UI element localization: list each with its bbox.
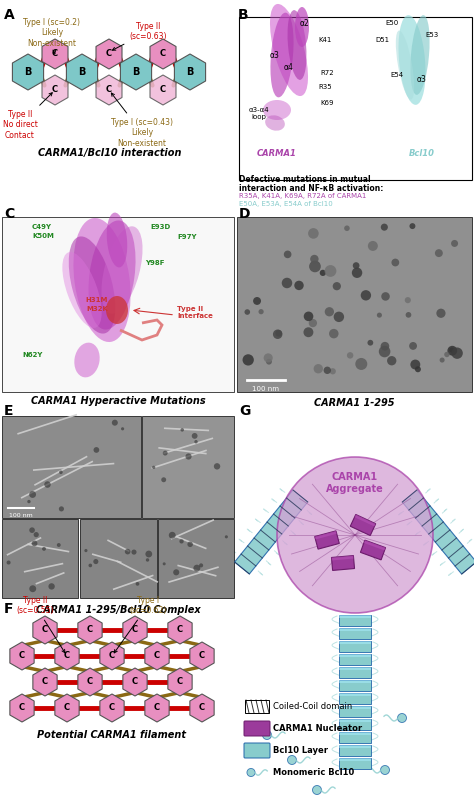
Circle shape — [356, 358, 367, 370]
Text: C: C — [19, 704, 25, 713]
Polygon shape — [364, 540, 385, 550]
Ellipse shape — [89, 221, 136, 330]
Polygon shape — [360, 540, 385, 560]
Circle shape — [387, 356, 396, 365]
Circle shape — [410, 359, 420, 369]
Circle shape — [294, 280, 304, 290]
Text: Bcl10: Bcl10 — [409, 148, 435, 157]
FancyBboxPatch shape — [158, 519, 234, 598]
Text: C: C — [42, 678, 48, 687]
Text: C: C — [4, 207, 14, 221]
Circle shape — [310, 255, 319, 264]
Circle shape — [245, 310, 250, 315]
FancyBboxPatch shape — [339, 654, 371, 657]
FancyBboxPatch shape — [339, 680, 371, 691]
Ellipse shape — [74, 343, 100, 377]
Circle shape — [409, 342, 417, 350]
Circle shape — [59, 506, 64, 512]
Text: C: C — [64, 704, 70, 713]
Polygon shape — [96, 39, 122, 69]
FancyBboxPatch shape — [339, 706, 371, 717]
Text: B: B — [186, 67, 194, 77]
Text: CARMA1 Hyperactive Mutations: CARMA1 Hyperactive Mutations — [31, 396, 205, 406]
Text: C: C — [42, 625, 48, 634]
Circle shape — [263, 730, 272, 739]
Ellipse shape — [288, 10, 307, 80]
Text: C: C — [199, 704, 205, 713]
Circle shape — [44, 481, 51, 488]
Ellipse shape — [73, 218, 131, 342]
Polygon shape — [78, 616, 102, 644]
Circle shape — [361, 290, 371, 301]
Circle shape — [187, 542, 193, 547]
Circle shape — [368, 241, 378, 251]
Circle shape — [379, 346, 391, 357]
Text: E50: E50 — [385, 20, 399, 26]
FancyBboxPatch shape — [339, 615, 371, 626]
Text: Type I (sc=0.2)
Likely
Non-existent: Type I (sc=0.2) Likely Non-existent — [24, 18, 81, 53]
Circle shape — [347, 352, 353, 359]
Text: 100 nm: 100 nm — [9, 513, 33, 517]
Text: α4: α4 — [284, 63, 294, 72]
Circle shape — [415, 366, 421, 372]
Circle shape — [381, 342, 389, 351]
Circle shape — [275, 330, 282, 337]
Text: R35: R35 — [318, 84, 332, 90]
Circle shape — [381, 223, 388, 231]
Circle shape — [163, 451, 168, 455]
Text: CARMA1
Aggregate: CARMA1 Aggregate — [326, 472, 384, 494]
FancyBboxPatch shape — [339, 654, 371, 665]
Ellipse shape — [107, 213, 127, 268]
Polygon shape — [174, 54, 206, 90]
Circle shape — [136, 582, 139, 586]
Text: M32K: M32K — [86, 306, 108, 312]
Circle shape — [303, 327, 313, 337]
FancyBboxPatch shape — [142, 416, 234, 517]
Polygon shape — [355, 514, 376, 526]
Circle shape — [42, 547, 46, 550]
FancyBboxPatch shape — [339, 667, 371, 670]
Circle shape — [185, 454, 191, 459]
Circle shape — [449, 347, 454, 352]
Text: Type II
Interface: Type II Interface — [177, 306, 213, 319]
FancyBboxPatch shape — [339, 693, 371, 696]
Ellipse shape — [265, 115, 285, 131]
Text: F: F — [4, 602, 13, 616]
Text: C: C — [52, 85, 58, 94]
Polygon shape — [315, 531, 339, 549]
Circle shape — [253, 297, 261, 305]
Text: Bcl10 Layer: Bcl10 Layer — [273, 746, 328, 755]
Circle shape — [277, 457, 433, 613]
Text: C: C — [87, 678, 93, 687]
Text: C: C — [132, 678, 138, 687]
Polygon shape — [96, 75, 122, 105]
Polygon shape — [55, 642, 79, 670]
Text: CARMA1/Bcl10 interaction: CARMA1/Bcl10 interaction — [38, 148, 182, 158]
Text: Type II
(sc=0.63): Type II (sc=0.63) — [112, 22, 167, 50]
FancyBboxPatch shape — [2, 416, 141, 517]
Text: H31M: H31M — [86, 297, 108, 303]
Polygon shape — [55, 694, 79, 722]
Circle shape — [264, 353, 273, 363]
Text: B: B — [24, 67, 32, 77]
Text: Type I (sc=0.43)
Likely
Non-existent: Type I (sc=0.43) Likely Non-existent — [111, 93, 173, 147]
Polygon shape — [150, 39, 176, 69]
Text: C: C — [177, 625, 183, 634]
Circle shape — [57, 543, 61, 547]
Text: B: B — [238, 8, 249, 22]
Polygon shape — [315, 531, 337, 539]
FancyBboxPatch shape — [339, 745, 371, 756]
Text: Y98F: Y98F — [145, 260, 164, 266]
FancyBboxPatch shape — [239, 17, 472, 180]
Polygon shape — [145, 642, 169, 670]
Circle shape — [353, 262, 359, 269]
Text: C: C — [64, 651, 70, 660]
FancyBboxPatch shape — [339, 758, 371, 769]
FancyBboxPatch shape — [339, 680, 371, 683]
Text: E50A, E53A, E54A of Bcl10: E50A, E53A, E54A of Bcl10 — [239, 201, 333, 207]
Circle shape — [121, 427, 124, 430]
Polygon shape — [331, 555, 354, 560]
FancyBboxPatch shape — [339, 641, 371, 644]
Circle shape — [194, 440, 198, 443]
Text: C: C — [160, 49, 166, 59]
